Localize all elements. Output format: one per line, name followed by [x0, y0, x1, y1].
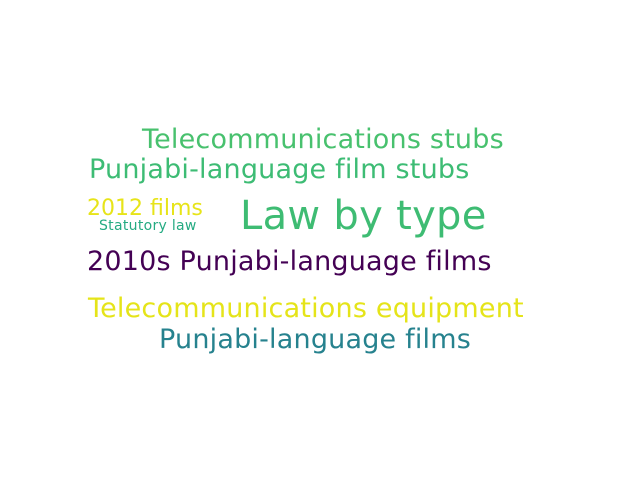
- word-punjabi-language-film-stubs: Punjabi-language film stubs: [89, 154, 470, 185]
- word-punjabi-language-films: Punjabi-language films: [159, 324, 472, 355]
- word-telecommunications-stubs: Telecommunications stubs: [142, 124, 504, 155]
- word-2012-films: 2012 films: [87, 196, 203, 221]
- word-telecommunications-equipment: Telecommunications equipment: [88, 293, 524, 324]
- word-statutory-law: Statutory law: [99, 218, 197, 234]
- word-law-by-type: Law by type: [240, 193, 487, 239]
- word-2010s-punjabi-language-films: 2010s Punjabi-language films: [87, 246, 492, 277]
